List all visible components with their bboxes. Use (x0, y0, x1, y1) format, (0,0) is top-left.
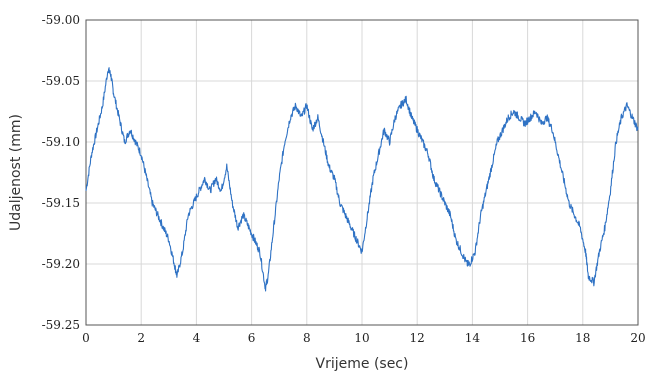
x-tick-label: 20 (630, 331, 645, 345)
x-tick-label: 4 (193, 331, 201, 345)
y-axis-ticks: -59.00 -59.05 -59.10 -59.15 -59.20 -59.25 (42, 13, 80, 332)
y-tick-label: -59.15 (42, 196, 80, 210)
y-tick-label: -59.20 (42, 257, 80, 271)
plot-frame (85, 19, 639, 326)
x-tick-label: 2 (137, 331, 145, 345)
y-tick-label: -59.00 (42, 13, 80, 27)
x-tick-label: 18 (575, 331, 590, 345)
x-tick-label: 14 (465, 331, 481, 345)
x-axis-label: Vrijeme (sec) (316, 356, 409, 372)
x-tick-label: 12 (410, 331, 425, 345)
x-axis-ticks: 0 2 4 6 8 10 12 14 16 18 20 (82, 331, 645, 345)
y-tick-label: -59.10 (42, 135, 80, 149)
y-tick-label: -59.25 (42, 318, 80, 332)
y-axis-label: Udaljenost (mm) (8, 114, 24, 231)
y-tick-label: -59.05 (42, 74, 80, 88)
x-tick-label: 8 (303, 331, 311, 345)
x-tick-label: 10 (354, 331, 369, 345)
x-tick-label: 16 (520, 331, 535, 345)
series-layer (85, 67, 639, 292)
grid (85, 19, 639, 326)
series-line-0 (85, 67, 639, 292)
x-tick-label: 6 (248, 331, 256, 345)
x-tick-label: 0 (82, 331, 90, 345)
